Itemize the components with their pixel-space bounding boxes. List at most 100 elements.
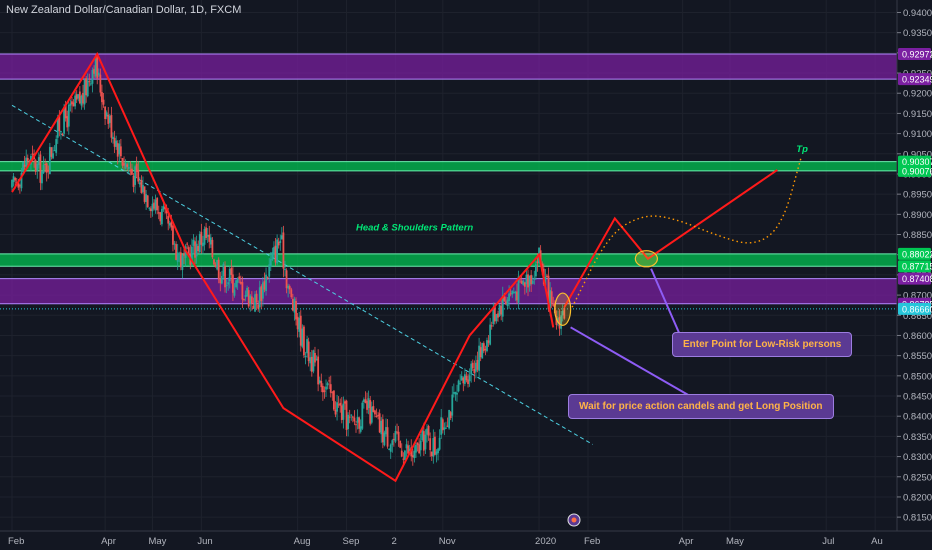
candle-body [25,157,28,167]
candle-body [224,266,226,288]
candle-body [383,432,386,446]
candle-body [178,253,181,255]
candle-body [375,416,378,418]
candle-body [82,92,84,104]
candle-body [126,164,129,167]
candle-body [370,406,373,423]
candle-body [527,274,529,288]
candle-body [276,239,279,264]
candle-body [86,80,89,97]
candle-body [336,402,338,412]
time-tick-label: 2 [391,536,396,547]
candle-body [434,436,436,455]
candle-body [451,394,454,416]
candle-body [463,374,466,384]
candle-body [320,380,323,388]
candle-body [108,115,111,123]
candle-body [374,410,376,415]
enter-point-callout[interactable]: Enter Point for Low-Risk persons [672,332,853,357]
candle-body [418,444,421,454]
enter-point-text: Enter Point for Low-Risk persons [683,339,842,350]
candle-body [460,375,463,381]
candle-body [214,264,217,268]
candle-body [53,150,56,152]
candle-body [266,277,269,279]
candle-body [334,409,337,415]
candle-body [172,225,174,245]
long-position-callout[interactable]: Wait for price action candels and get Lo… [568,394,834,419]
candle-body [296,316,299,330]
support-zone [0,161,897,171]
candle-body [339,402,342,406]
candle-body [369,400,372,424]
candle-body [220,275,223,284]
candle-body [222,263,225,277]
price-tag-box [898,47,931,60]
time-tick-label: Nov [439,536,456,547]
candle-body [397,431,400,441]
time-tick-label: Feb [584,536,600,547]
candle-body [228,268,231,282]
annotation-pattern: Head & Shoulders Pattern [356,222,473,233]
candle-body [528,275,531,286]
candle-body [342,403,345,420]
candle-body [448,409,451,429]
candle-body [260,286,263,302]
candle-body [257,304,260,309]
candle-body [74,95,77,107]
candle-body [295,300,297,320]
candle-body [546,275,548,278]
candle-body [310,356,313,372]
candle-body [208,234,211,242]
candle-body [217,259,220,280]
candle-body [323,390,326,392]
candle-body [181,255,184,270]
candle-body [176,252,179,262]
candle-body [517,276,520,303]
candle-body [307,341,310,362]
candle-body [321,385,324,393]
candle-body [511,290,514,295]
candle-body [405,444,408,449]
candle-body [209,237,212,245]
candle-body [44,163,47,166]
candle-body [42,164,45,174]
price-tag: 0.92972 [898,47,932,60]
time-tick-label: Au [871,536,883,547]
candle-body [309,357,312,364]
candle-body [11,179,13,188]
candle-body [258,287,261,308]
candle-body [159,212,162,222]
price-tag-box [898,155,931,168]
entry-ellipse [634,250,659,268]
candle-body [71,101,73,105]
price-tag: 0.86660 [898,302,932,315]
time-axis-background [0,531,932,550]
candle-body [372,406,375,412]
candle-body [195,243,198,257]
candle-body [235,280,237,288]
candle-body [269,259,272,267]
candle-body [413,450,416,459]
candle-body [446,425,449,427]
candle-body [238,276,241,279]
candle-body [424,434,427,450]
candle-body [63,107,65,134]
candle-body [282,232,285,269]
candle-body [388,448,391,450]
candle-body [37,157,40,166]
candle-body [135,163,138,172]
candle-body [254,294,256,312]
candle-body [190,246,193,264]
candle-body [315,358,318,361]
candle-body [422,431,425,451]
price-tag-label: 0.86660 [902,304,932,314]
candle-body [206,234,209,237]
candle-body [162,206,165,210]
candle-body [194,241,196,258]
candle-body [183,253,185,256]
candle-body [31,153,34,155]
